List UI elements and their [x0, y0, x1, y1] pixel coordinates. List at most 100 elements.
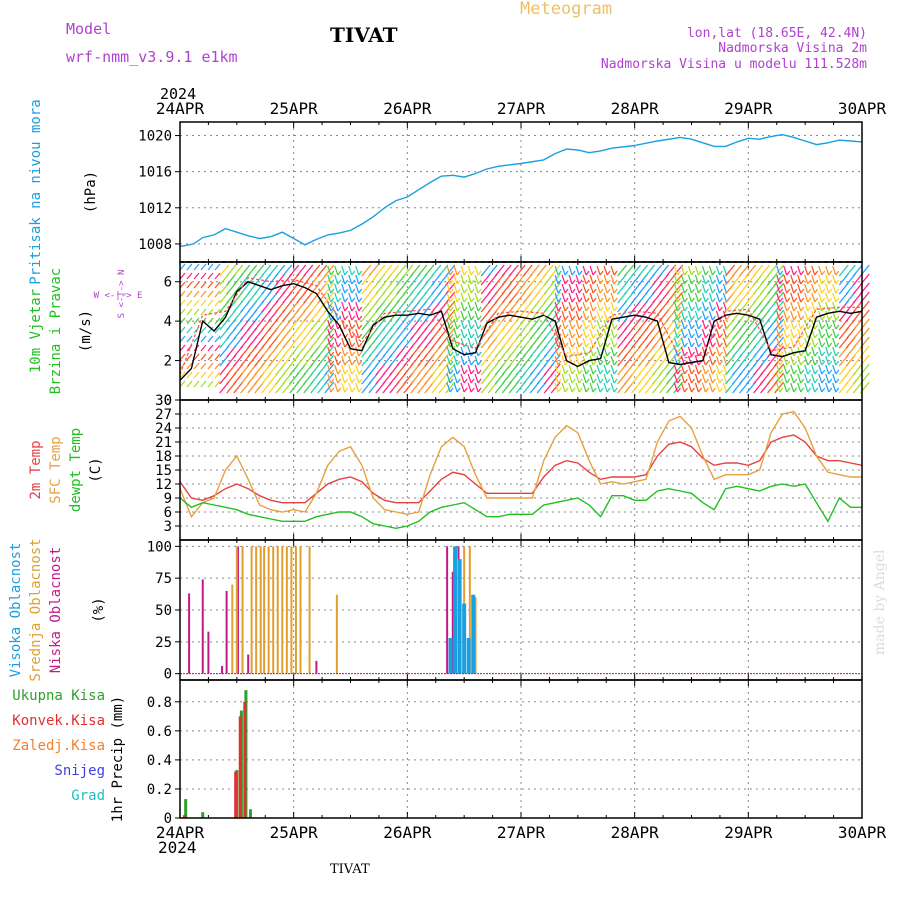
bar-srednja-oblacnost — [267, 546, 270, 674]
wind-direction-field — [179, 263, 870, 394]
wind-barb — [821, 279, 826, 285]
wind-barb — [344, 342, 349, 348]
wind-barb — [334, 355, 339, 366]
wind-barb — [821, 360, 826, 366]
y-tick-label: 27 — [155, 407, 172, 423]
wind-barb — [708, 346, 714, 357]
wind-barb — [592, 324, 597, 330]
wind-barb — [596, 292, 601, 303]
wind-barb — [463, 297, 468, 303]
series-line-dewpt-temp — [179, 483, 862, 530]
wind-barb — [825, 355, 830, 366]
wind-barb — [193, 335, 200, 343]
wind-barb — [811, 292, 816, 303]
bar-niska-oblacnost — [221, 666, 224, 674]
wind-barb — [456, 270, 461, 276]
wind-barb — [722, 301, 728, 312]
wind-barb — [779, 387, 784, 393]
wind-barb — [561, 364, 566, 375]
wind-barb — [193, 281, 200, 289]
wind-barb — [673, 292, 679, 303]
wind-barb — [582, 355, 587, 366]
wind-barb — [807, 324, 812, 330]
wind-barb — [557, 351, 562, 357]
wind-barb — [774, 264, 785, 277]
wind-barb — [334, 328, 339, 339]
wind-barb — [571, 315, 576, 321]
wind-barb — [445, 300, 456, 313]
wind-barb — [676, 324, 681, 330]
wind-barb — [804, 319, 809, 330]
wind-barb — [610, 301, 615, 312]
bar-konvek-kisa — [238, 716, 242, 818]
wind-barb — [811, 301, 816, 312]
bar-konvek-kisa — [183, 815, 187, 818]
wind-barb — [348, 382, 353, 393]
wind-barb — [334, 265, 339, 276]
wind-barb — [477, 387, 482, 393]
wind-barb — [800, 351, 805, 357]
wind-barb — [814, 387, 819, 393]
precip-legend-label: Zaledj.Kisa — [12, 738, 105, 754]
wind-barb — [690, 369, 695, 375]
wind-barb — [445, 282, 456, 295]
wind-barb — [779, 315, 784, 321]
wind-barb — [445, 264, 456, 277]
wind-barb — [571, 288, 576, 294]
wind-barb — [704, 360, 709, 366]
wind-barb — [835, 315, 840, 321]
wind-barb — [774, 309, 785, 322]
wind-barb — [690, 279, 695, 285]
wind-barb — [578, 297, 583, 303]
y-tick-label: 0 — [164, 811, 172, 827]
wind-barb — [779, 333, 784, 339]
wind-barb — [578, 315, 583, 321]
footer-station: TIVAT — [330, 862, 370, 877]
wind-barb — [807, 315, 812, 321]
wind-barb — [456, 306, 461, 312]
wind-barb — [186, 290, 193, 298]
wind-barb — [676, 333, 681, 339]
wind-barb — [613, 378, 618, 384]
wind-barb — [446, 283, 451, 294]
wind-barb — [832, 355, 837, 366]
wind-barb — [550, 336, 561, 349]
wind-barb — [783, 382, 788, 393]
wind-barb — [494, 264, 505, 277]
wind-barb — [207, 272, 214, 280]
wind-barb — [613, 279, 618, 285]
wind-barb — [214, 362, 221, 370]
wind-barb — [554, 328, 559, 339]
wind-barb — [334, 337, 339, 348]
wind-barb — [807, 378, 812, 384]
wind-barb — [800, 387, 805, 393]
wind-barb — [193, 272, 200, 280]
wind-barb — [804, 283, 809, 294]
wind-barb — [477, 288, 482, 294]
wind-barb — [358, 306, 363, 312]
wind-barb — [645, 264, 656, 277]
wind-barb — [207, 362, 214, 370]
wind-barb — [673, 283, 679, 294]
wind-barb — [445, 309, 456, 322]
wind-barb — [676, 297, 681, 303]
wind-barb — [348, 364, 353, 375]
wind-barb — [800, 270, 805, 276]
wind-barb — [585, 306, 590, 312]
wind-barb — [557, 369, 562, 375]
wind-barb — [564, 378, 569, 384]
wind-barb — [557, 360, 562, 366]
wind-barb — [557, 342, 562, 348]
wind-barb — [564, 297, 569, 303]
wind-barb — [341, 373, 346, 384]
wind-barb — [680, 382, 686, 393]
wind-barb — [327, 337, 332, 348]
wind-barb — [575, 265, 580, 276]
wind-barb — [351, 360, 356, 366]
wind-barb — [683, 342, 688, 348]
wind-barb — [355, 328, 360, 339]
wind-barb — [825, 346, 830, 357]
wind-barb — [460, 301, 465, 312]
wind-barb — [687, 310, 693, 321]
